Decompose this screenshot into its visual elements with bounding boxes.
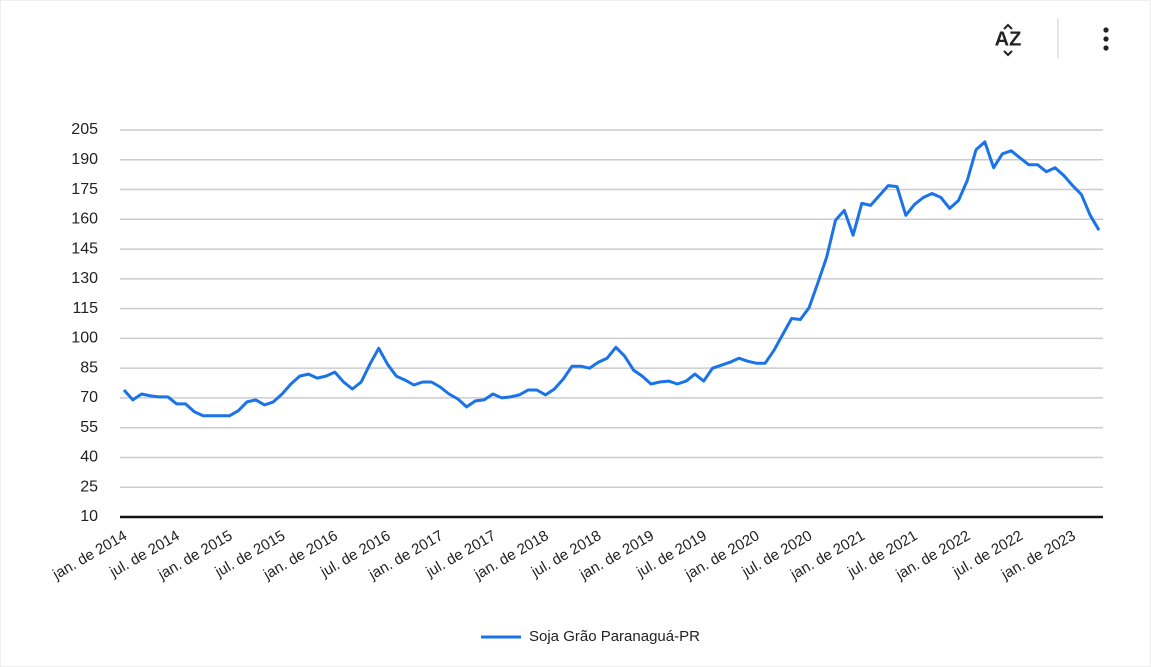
y-tick-label: 145 [71,240,98,257]
menu-dot [1103,36,1109,42]
menu-dot [1103,27,1109,33]
sort-arrows [1003,23,1013,57]
y-tick-label: 160 [71,211,98,228]
y-tick-label: 40 [80,449,98,466]
y-tick-label: 55 [80,419,98,436]
y-tick-label: 115 [72,300,98,317]
y-tick-label: 10 [80,508,98,525]
y-tick-label: 100 [71,330,98,347]
y-tick-label: 130 [71,270,98,287]
y-tick-label: 70 [80,389,98,406]
y-tick-label: 205 [71,121,98,138]
menu-button[interactable] [1103,27,1109,51]
y-tick-label: 25 [80,478,98,495]
legend-label: Soja Grão Paranaguá-PR [529,628,700,645]
y-tick-label: 175 [71,181,98,198]
y-tick-label: 85 [80,359,98,376]
sort-label: AZ [995,28,1022,50]
sort-button[interactable]: AZ [995,23,1022,57]
menu-dot [1103,45,1109,51]
data-line [122,140,1101,418]
y-tick-label: 190 [71,151,98,168]
